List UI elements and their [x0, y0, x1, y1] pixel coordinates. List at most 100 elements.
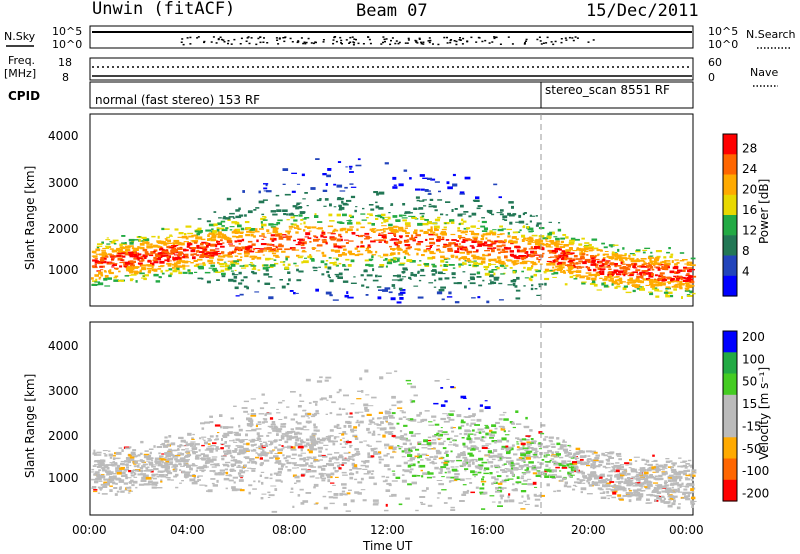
rti-cell [413, 273, 417, 277]
rti-cell [493, 183, 498, 186]
rti-cell [294, 435, 298, 439]
rti-cell [513, 453, 518, 456]
rti-cell [281, 433, 286, 435]
rti-cell [593, 451, 598, 454]
rti-cell [296, 268, 299, 272]
rti-cell [472, 429, 475, 432]
rti-cell [692, 292, 696, 295]
rti-cell [447, 497, 452, 500]
rti-cell [615, 453, 620, 456]
rti-cell [488, 270, 494, 273]
nsearch-dot [380, 43, 383, 45]
rti-cell [437, 492, 441, 495]
rti-cell [263, 264, 269, 267]
rti-cell [357, 481, 363, 484]
rti-cell [413, 285, 419, 287]
rti-cell [448, 444, 453, 446]
rti-cell [101, 249, 106, 251]
rti-cell [295, 438, 300, 442]
rti-cell [674, 280, 679, 282]
rti-cell [166, 456, 169, 458]
rti-cell [402, 272, 405, 274]
rti-cell [178, 271, 183, 275]
rti-cell [491, 482, 494, 485]
rti-cell [375, 215, 381, 217]
rti-cell [512, 231, 519, 234]
rti-cell [209, 450, 214, 453]
rti-cell [451, 430, 455, 433]
rti-cell [206, 245, 209, 248]
rti-cell [473, 233, 480, 236]
rti-cell [686, 261, 690, 265]
rti-cell [126, 268, 132, 272]
rti-cell [658, 488, 663, 490]
rti-cell [469, 282, 476, 285]
rti-cell [648, 264, 653, 267]
rti-cell [526, 442, 532, 446]
rti-cell [685, 478, 691, 481]
rti-cell [313, 459, 316, 463]
rti-cell [407, 460, 413, 462]
rti-cell [520, 467, 523, 470]
rti-cell [419, 464, 426, 468]
rti-cell [158, 452, 161, 455]
rti-cell [643, 477, 649, 480]
rti-cell [267, 425, 274, 428]
rti-cell [385, 476, 390, 479]
rti-cell [587, 247, 593, 250]
rti-cell [521, 495, 524, 498]
rti-cell [665, 458, 670, 460]
rti-cell [172, 455, 179, 458]
rti-cell [332, 440, 338, 443]
rti-cell [191, 447, 195, 451]
rti-cell [487, 461, 494, 464]
rti-cell [399, 410, 404, 412]
rti-cell [465, 478, 472, 480]
rti-cell [525, 416, 528, 420]
rti-cell [453, 439, 456, 441]
rti-cell [459, 222, 464, 225]
rti-cell [606, 495, 612, 497]
rti-cell [580, 487, 587, 491]
rti-cell [108, 478, 115, 481]
rti-cell [396, 422, 400, 425]
rti-cell [544, 277, 550, 281]
rti-cell [561, 460, 567, 464]
rti-cell [605, 482, 612, 485]
rti-cell [136, 455, 141, 457]
rti-cell [190, 450, 194, 452]
rti-cell [523, 461, 526, 463]
rti-cell [668, 466, 674, 468]
rti-cell [645, 273, 649, 275]
rti-cell [508, 201, 514, 204]
rti-cell [261, 225, 264, 229]
rti-cell [612, 244, 619, 246]
rti-cell [105, 464, 112, 466]
rti-cell [572, 275, 578, 277]
rti-cell [387, 216, 391, 220]
rti-cell [668, 294, 674, 298]
rti-cell [188, 474, 193, 477]
nsearch-dot [276, 39, 279, 41]
rti-cell [645, 486, 651, 490]
rti-cell [172, 266, 175, 269]
rti-cell [515, 289, 521, 292]
rti-cell [566, 454, 570, 457]
rti-cell [604, 251, 609, 252]
rti-cell [685, 497, 691, 501]
rti-cell [443, 226, 447, 229]
rti-cell [262, 219, 268, 221]
rti-cell [676, 271, 681, 274]
rti-cell [644, 463, 647, 466]
rti-cell [364, 278, 367, 281]
rti-cell [335, 476, 339, 478]
rti-cell [94, 480, 99, 484]
rti-cell [325, 413, 328, 415]
rti-cell [337, 245, 343, 249]
rti-cell [506, 446, 512, 449]
rti-cell [225, 227, 229, 230]
rti-cell [480, 260, 486, 264]
nsearch-dot [355, 38, 357, 41]
rti-cell [231, 231, 237, 234]
rti-cell [161, 470, 166, 473]
